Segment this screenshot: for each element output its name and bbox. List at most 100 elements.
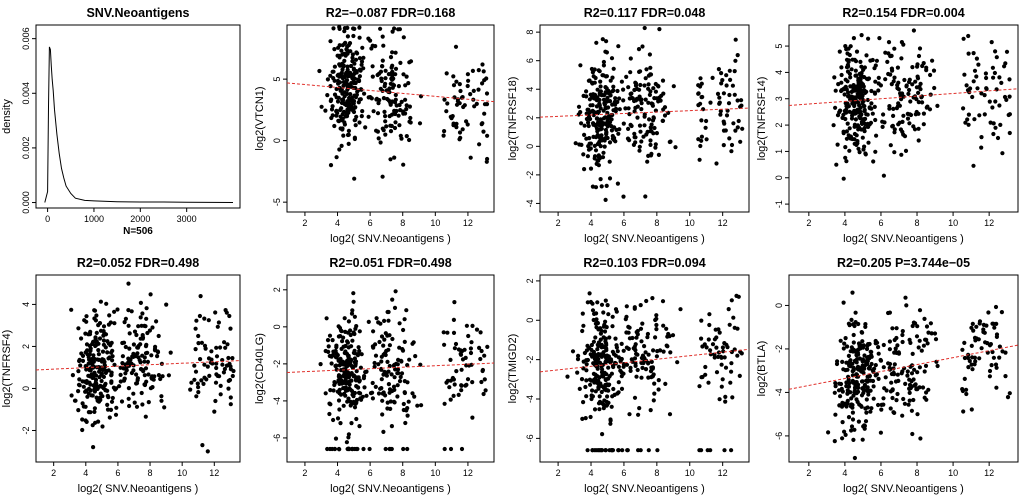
data-point [85, 348, 90, 353]
data-point [457, 137, 462, 142]
data-point [590, 301, 595, 306]
data-point [849, 317, 854, 322]
data-point [895, 65, 901, 70]
data-point [346, 132, 351, 137]
data-point [865, 112, 870, 117]
data-point [891, 410, 896, 415]
data-point [640, 353, 646, 358]
x-axis-label: log2( SNV.Neoantigens ) [843, 233, 964, 245]
data-point [120, 340, 125, 346]
data-point [721, 119, 726, 124]
data-point [329, 97, 334, 102]
data-point [395, 394, 400, 399]
data-point [387, 343, 392, 348]
data-point [339, 71, 344, 76]
data-point [640, 44, 645, 49]
x-tick-label: 8 [400, 218, 405, 228]
data-point [392, 305, 398, 310]
data-point [453, 341, 459, 347]
data-point [363, 370, 368, 375]
y-tick-label: -6 [774, 432, 784, 440]
data-point [359, 62, 364, 67]
x-tick-label: 4 [589, 218, 594, 228]
data-point [158, 376, 163, 382]
data-point [103, 388, 108, 393]
data-point [841, 129, 846, 134]
data-point [855, 100, 861, 105]
data-point [144, 342, 149, 347]
data-point [346, 435, 351, 440]
data-point [915, 76, 921, 81]
data-point [611, 66, 616, 71]
data-point [854, 133, 859, 138]
data-point [621, 194, 626, 199]
data-point [615, 349, 620, 354]
data-point [710, 342, 716, 347]
data-point [586, 123, 591, 129]
data-point [138, 360, 143, 365]
data-point [388, 55, 394, 60]
data-point [451, 393, 456, 398]
data-point [719, 362, 724, 367]
data-point [590, 448, 595, 453]
data-point [910, 82, 915, 87]
data-point [83, 389, 88, 394]
data-point [856, 321, 861, 327]
data-point [997, 344, 1003, 349]
data-point [863, 419, 869, 424]
data-point [331, 26, 336, 31]
data-point [628, 368, 633, 373]
data-point [592, 67, 597, 72]
data-point [370, 344, 375, 349]
panel-title: SNV.Neoantigens [86, 6, 189, 20]
data-point [454, 125, 459, 130]
plot-frame [539, 274, 750, 463]
x-tick-label: 10 [685, 468, 695, 478]
data-point [973, 359, 978, 364]
data-point [872, 66, 877, 71]
data-point [990, 349, 995, 355]
data-point [887, 347, 893, 352]
data-point [222, 366, 227, 372]
data-point [345, 50, 350, 55]
data-point [971, 163, 976, 168]
data-point [342, 350, 347, 356]
data-point [340, 127, 345, 132]
data-point [205, 364, 210, 369]
data-point [338, 421, 343, 426]
data-point [599, 345, 604, 350]
data-point [892, 337, 897, 343]
data-point [845, 388, 850, 393]
data-point [484, 91, 490, 96]
data-point [200, 443, 205, 448]
data-point [132, 329, 138, 334]
data-point [343, 82, 348, 87]
data-point [651, 86, 656, 91]
data-point [862, 129, 867, 134]
data-point [150, 325, 155, 330]
data-point [386, 347, 391, 352]
data-point [318, 362, 323, 367]
data-point [1004, 97, 1009, 102]
data-point [464, 323, 469, 328]
data-point [346, 432, 351, 437]
data-point [845, 391, 850, 396]
data-point [123, 316, 128, 321]
data-point [193, 326, 198, 331]
data-point [861, 424, 866, 429]
data-point [935, 363, 940, 369]
data-point [80, 427, 85, 433]
data-point [653, 89, 659, 94]
data-point [593, 75, 598, 81]
data-point [633, 83, 639, 88]
data-point [84, 314, 89, 319]
data-point [826, 430, 831, 435]
data-point [582, 167, 587, 172]
data-point [126, 396, 131, 401]
data-point [109, 373, 114, 378]
data-point [341, 335, 346, 340]
data-point [375, 72, 380, 78]
data-point [908, 112, 914, 118]
density-panel: SNV.Neoantigens density N=506 0 1000 2000 3… [1, 6, 241, 237]
